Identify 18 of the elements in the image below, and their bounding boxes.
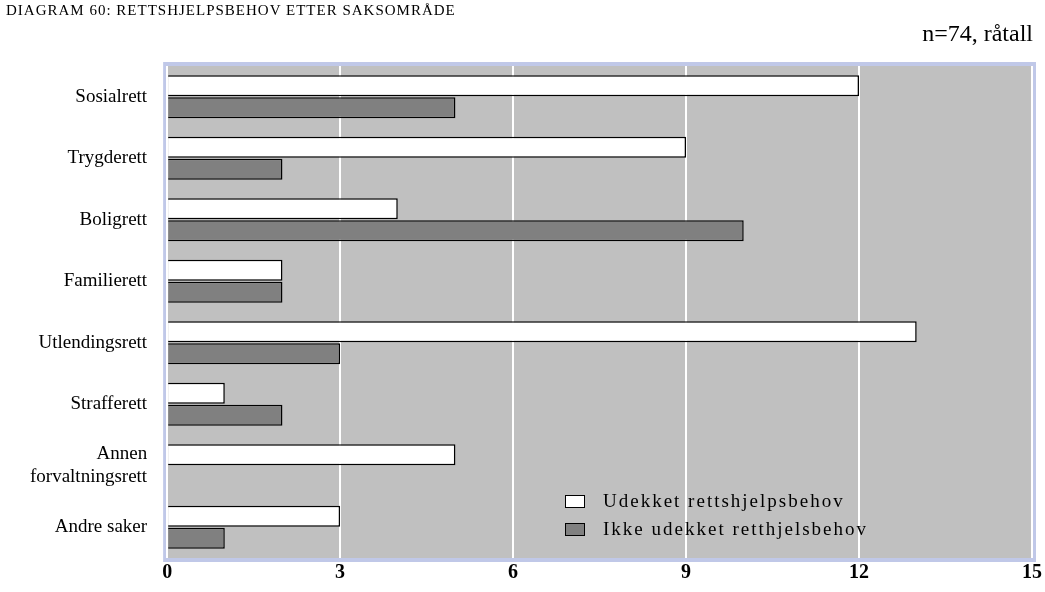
y-tick-label: Andre saker <box>54 515 148 537</box>
y-tick-label: Trygderett <box>67 146 148 168</box>
y-tick-label: Annen forvaltningsrett <box>30 442 148 487</box>
y-tick-label: Sosialrett <box>75 84 148 106</box>
x-tick-label: 12 <box>849 560 870 583</box>
x-tick-label: 9 <box>681 560 692 583</box>
chart-subtitle: n=74, råtall <box>922 20 1033 47</box>
x-tick-label: 6 <box>508 560 519 583</box>
x-tick-label: 0 <box>162 560 173 583</box>
y-tick-label: Utlendingsrett <box>38 330 148 352</box>
y-tick-label: Strafferett <box>70 392 148 414</box>
y-tick-label: Familierett <box>63 269 148 291</box>
y-tick-label: Boligrett <box>79 207 148 229</box>
x-tick-label: 3 <box>335 560 346 583</box>
legend-label: Ikke udekket retthjelsbehov <box>603 518 869 540</box>
chart-title: DIAGRAM 60: RETTSHJELPSBEHOV ETTER SAKSOMRÅDE <box>6 2 456 19</box>
legend-label: Udekket rettshjelpsbehov <box>603 490 845 512</box>
x-tick-label: 15 <box>1022 560 1042 583</box>
